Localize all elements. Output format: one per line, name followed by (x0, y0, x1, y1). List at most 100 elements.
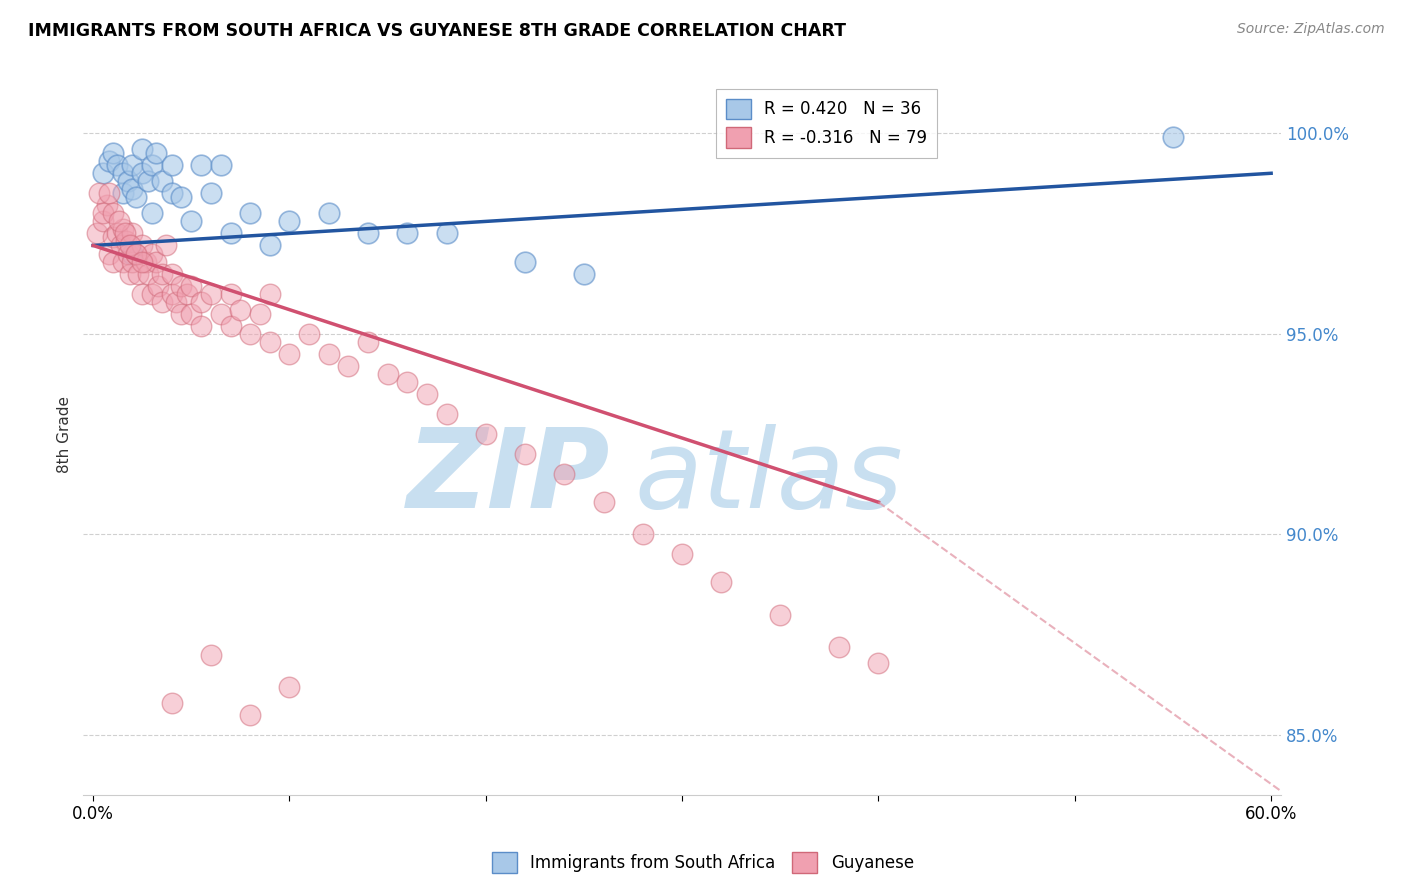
Point (111, 186, 134, 201)
Point (107, 214, 129, 228)
Point (160, 267, 183, 281)
Point (239, 707, 262, 722)
Point (110, 238, 132, 252)
Point (318, 206, 340, 220)
Point (436, 407, 458, 421)
Point (111, 222, 134, 236)
Point (239, 326, 262, 341)
Point (114, 227, 136, 241)
Point (396, 375, 419, 389)
Point (170, 190, 193, 204)
Point (117, 174, 139, 188)
Point (180, 307, 202, 321)
Text: IMMIGRANTS FROM SOUTH AFRICA VS GUYANESE 8TH GRADE CORRELATION CHART: IMMIGRANTS FROM SOUTH AFRICA VS GUYANESE… (28, 22, 846, 40)
Point (145, 146, 167, 161)
Point (278, 347, 301, 361)
Point (96, 198, 118, 212)
Point (357, 334, 380, 349)
Point (190, 158, 212, 172)
Point (117, 246, 139, 260)
Point (155, 238, 177, 252)
Point (160, 696, 183, 710)
Point (86, 227, 108, 241)
Point (127, 267, 149, 281)
Point (176, 286, 198, 301)
Point (553, 467, 575, 482)
Point (105, 227, 128, 241)
Point (572, 267, 595, 281)
Point (125, 246, 148, 260)
Point (121, 254, 143, 268)
Point (259, 286, 281, 301)
Point (170, 307, 193, 321)
Point (136, 174, 159, 188)
Legend: R = 0.420   N = 36, R = -0.316   N = 79: R = 0.420 N = 36, R = -0.316 N = 79 (716, 88, 938, 158)
Point (631, 527, 654, 541)
Point (170, 278, 193, 293)
Point (318, 347, 340, 361)
Point (131, 238, 153, 252)
Point (259, 238, 281, 252)
Point (710, 575, 733, 590)
Point (229, 302, 252, 317)
Point (146, 278, 169, 293)
Point (91, 166, 114, 180)
Point (209, 158, 232, 172)
Point (769, 607, 792, 622)
Point (337, 359, 360, 373)
Point (150, 174, 173, 188)
Point (111, 166, 134, 180)
Point (278, 680, 301, 694)
Point (121, 182, 143, 196)
Point (671, 547, 693, 561)
Point (150, 267, 173, 281)
Point (141, 206, 163, 220)
Point (357, 227, 380, 241)
Point (160, 186, 183, 201)
Point (416, 387, 439, 401)
Point (121, 158, 143, 172)
Point (121, 227, 143, 241)
Point (125, 246, 148, 260)
Point (513, 254, 536, 268)
Point (239, 206, 262, 220)
Point (101, 230, 124, 244)
Point (131, 286, 153, 301)
Point (97, 246, 120, 260)
Point (131, 142, 153, 156)
Point (120, 238, 142, 252)
Point (396, 227, 419, 241)
Point (160, 286, 183, 301)
Point (131, 166, 153, 180)
Point (475, 427, 498, 442)
Point (219, 318, 242, 333)
Point (219, 227, 242, 241)
Point (97, 186, 120, 201)
Point (165, 294, 187, 309)
Point (141, 286, 163, 301)
Point (190, 294, 212, 309)
Point (278, 214, 301, 228)
Point (115, 235, 138, 249)
Point (135, 254, 157, 268)
Point (97, 154, 120, 169)
Point (298, 326, 321, 341)
Point (190, 318, 212, 333)
Point (121, 246, 143, 260)
Text: ZIP: ZIP (406, 424, 610, 531)
Point (91, 206, 114, 220)
Point (249, 307, 271, 321)
Y-axis label: 8th Grade: 8th Grade (58, 395, 72, 473)
Point (141, 158, 163, 172)
Point (111, 254, 134, 268)
Point (1161, 130, 1184, 145)
Point (101, 146, 124, 161)
Point (120, 267, 142, 281)
Point (141, 246, 163, 260)
Point (259, 334, 281, 349)
Point (87, 186, 110, 201)
Point (592, 495, 614, 509)
Point (131, 254, 153, 268)
Point (200, 186, 222, 201)
Point (105, 158, 128, 172)
